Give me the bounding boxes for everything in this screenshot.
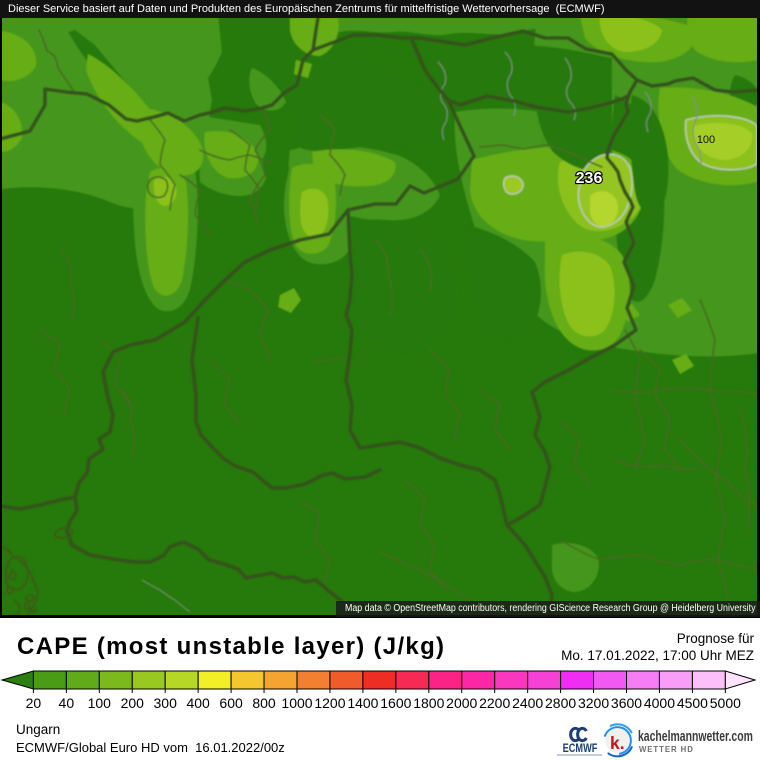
- svg-text:3600: 3600: [611, 695, 642, 710]
- svg-text:1600: 1600: [380, 695, 411, 710]
- svg-text:300: 300: [154, 695, 178, 710]
- svg-text:4500: 4500: [677, 695, 708, 710]
- svg-text:40: 40: [59, 695, 75, 710]
- svg-text:5000: 5000: [710, 695, 741, 710]
- svg-text:1200: 1200: [314, 695, 345, 710]
- svg-text:1000: 1000: [281, 695, 312, 710]
- svg-text:20: 20: [26, 695, 42, 710]
- svg-text:236: 236: [576, 170, 603, 187]
- svg-text:400: 400: [186, 695, 210, 710]
- svg-text:800: 800: [252, 695, 276, 710]
- svg-text:2200: 2200: [479, 695, 510, 710]
- svg-text:100: 100: [697, 134, 715, 146]
- svg-text:600: 600: [219, 695, 243, 710]
- svg-text:2000: 2000: [446, 695, 477, 710]
- svg-text:2800: 2800: [545, 695, 576, 710]
- svg-text:1400: 1400: [347, 695, 378, 710]
- svg-text:3200: 3200: [578, 695, 609, 710]
- svg-text:1800: 1800: [413, 695, 444, 710]
- svg-text:k.: k.: [610, 733, 625, 753]
- svg-text:2400: 2400: [512, 695, 543, 710]
- svg-text:200: 200: [121, 695, 145, 710]
- svg-text:4000: 4000: [644, 695, 675, 710]
- svg-text:100: 100: [88, 695, 112, 710]
